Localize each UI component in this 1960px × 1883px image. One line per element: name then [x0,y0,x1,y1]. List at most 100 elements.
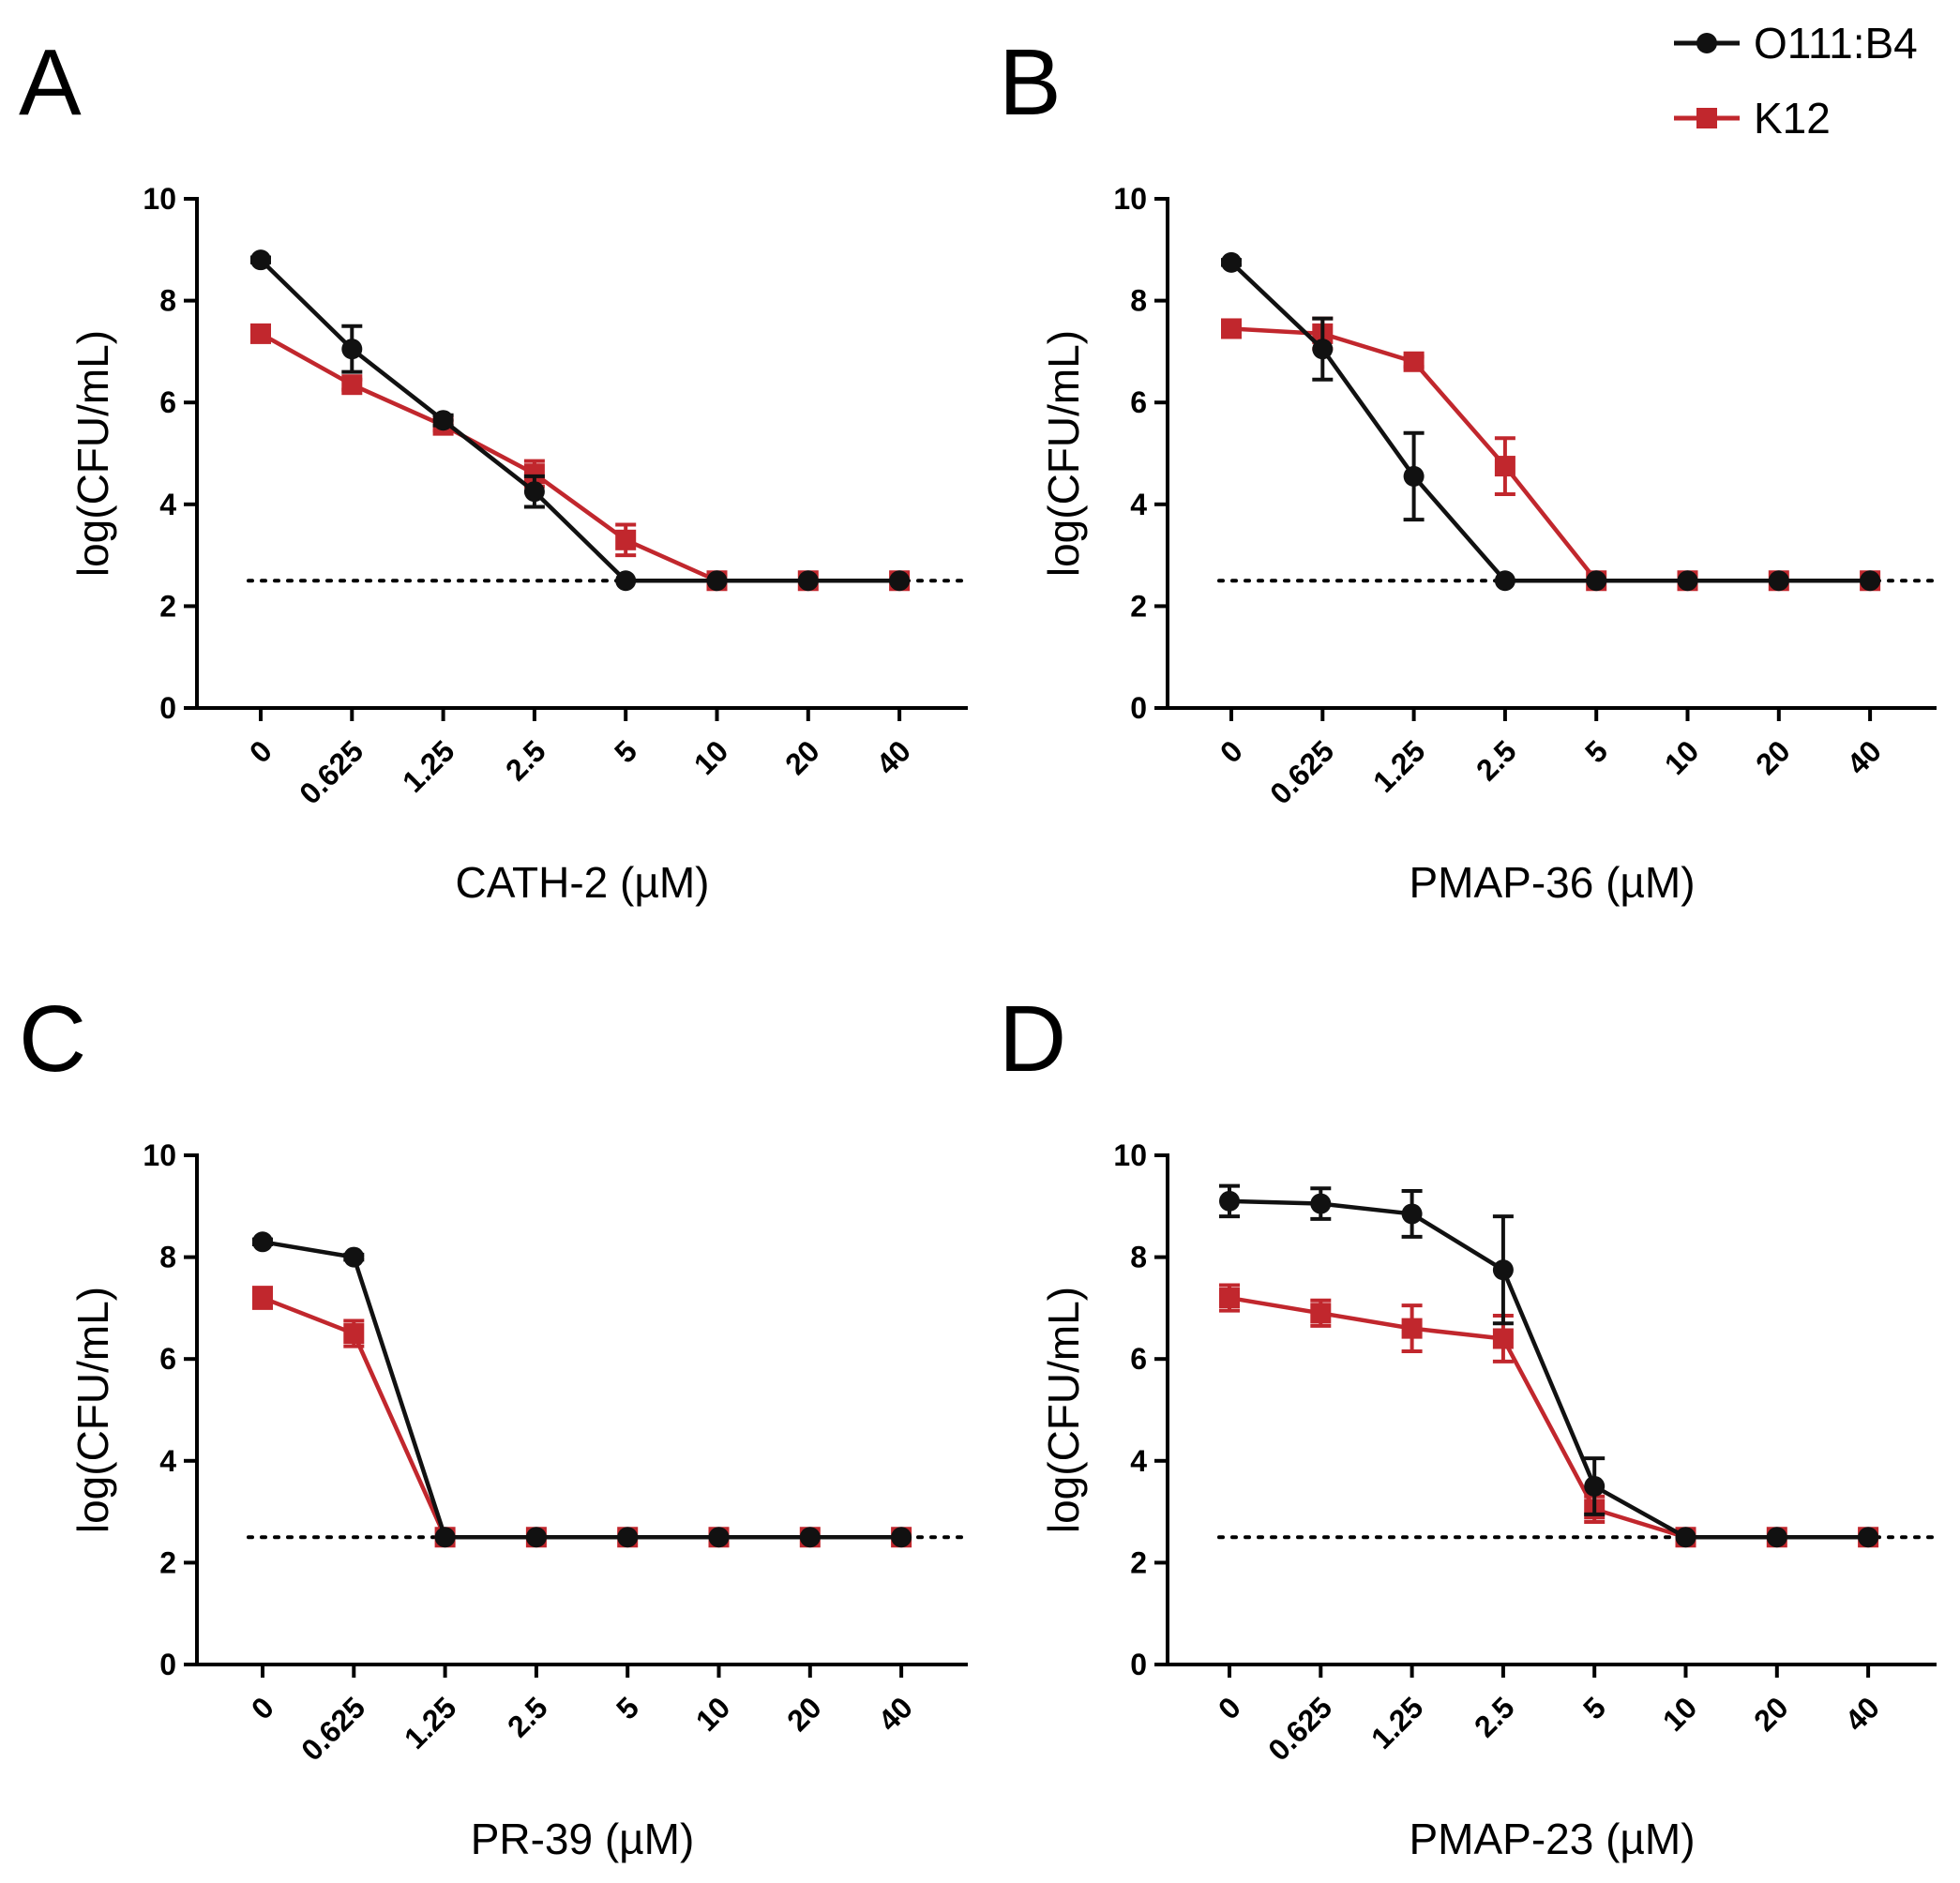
legend-marker-o111b4 [1696,33,1717,53]
y-tick-label: 6 [1130,385,1147,419]
series-line-o111b4 [1229,1198,1869,1540]
x-tick-label: 0.625 [1263,733,1340,810]
series-line-o111b4 [1229,261,1871,583]
x-tick-label: 1.25 [1366,733,1431,798]
data-point [341,339,363,360]
data-point [615,570,637,592]
x-tick-label: 0 [245,1690,280,1725]
data-point [434,1527,456,1548]
data-point [1401,1318,1423,1339]
panel-letter: A [19,30,82,135]
data-point [1492,1328,1514,1349]
panel-c: C 0 2 4 6 8 10 0 0.625 1.25 2.5 5 10 20 40 PR-39 (µM) lo… [19,987,968,1863]
y-axis-title: log(CFU/mL) [1039,330,1088,577]
y-tick-label: 8 [159,284,176,318]
series-line-o111b4 [259,258,900,583]
data-point [1310,1303,1332,1324]
data-point [706,570,728,592]
y-tick-label: 0 [1130,1648,1147,1681]
series-line-k12 [1229,1295,1869,1540]
x-tick-label: 0 [1212,1690,1247,1725]
data-point [1586,570,1607,592]
x-tick-label: 0 [243,733,279,769]
data-point [432,410,454,431]
y-tick-label: 0 [159,691,176,725]
data-point [1403,351,1425,372]
y-tick-label: 6 [1130,1342,1147,1376]
data-point [343,1323,365,1345]
data-point [1584,1475,1606,1497]
data-point [615,529,637,550]
data-point [1221,318,1242,339]
data-point [252,1288,273,1309]
y-tick-label: 2 [159,589,176,623]
x-axis-title: PR-39 (µM) [471,1815,695,1863]
data-point [523,481,545,503]
data-point [343,1246,365,1268]
legend-label-o111b4: O111:B4 [1754,19,1918,68]
x-tick-label: 20 [778,733,826,781]
y-tick-label: 4 [1130,488,1147,521]
data-point [891,1527,912,1548]
y-tick-label: 10 [143,182,176,216]
series-o111b4 [1219,1183,1879,1548]
data-point [250,323,271,344]
x-tick-label: 40 [1840,733,1888,781]
y-tick-label: 0 [159,1648,176,1681]
data-point [1494,570,1515,592]
data-point [708,1527,730,1548]
data-point [1858,1527,1879,1548]
series-k12 [1219,1283,1879,1548]
data-point [1768,570,1789,592]
panel-letter: D [999,987,1066,1092]
y-tick-label: 6 [159,385,176,419]
data-point [799,1527,821,1548]
y-tick-label: 10 [1113,1138,1147,1172]
panel-a: A 0 2 4 6 8 10 0 0.625 1.25 2.5 5 10 20 40 CATH-2 (µM) l… [19,30,968,907]
series-line-o111b4 [262,1240,902,1540]
data-point [1310,1193,1332,1214]
legend-marker-k12 [1696,108,1717,128]
x-tick-label: 2.5 [499,733,552,787]
panel-d: D 0 2 4 6 8 10 0 0.625 1.25 2.5 5 10 20 40 PMAP-23 (µM)… [999,987,1937,1863]
data-point [1492,1259,1514,1281]
x-tick-label: 10 [687,733,735,781]
x-tick-label: 40 [1838,1690,1886,1738]
y-tick-label: 2 [159,1545,176,1579]
data-point [252,1231,273,1253]
x-axis-title: CATH-2 (µM) [456,858,710,907]
data-point [525,1527,547,1548]
data-point [1860,570,1881,592]
series-o111b4 [250,249,911,592]
x-tick-label: 20 [1749,733,1797,781]
x-tick-label: 0 [1214,733,1249,769]
y-tick-label: 4 [1130,1444,1147,1478]
series-line-k12 [1230,326,1871,583]
y-tick-label: 4 [159,1444,176,1478]
x-tick-label: 20 [1747,1690,1795,1738]
y-tick-label: 10 [143,1138,176,1172]
y-tick-label: 4 [159,488,176,521]
series-k12 [252,1286,912,1548]
data-point [617,1527,639,1548]
x-tick-label: 10 [1656,1690,1704,1738]
x-tick-label: 1.25 [396,733,460,798]
x-tick-label: 2.5 [1468,1690,1521,1743]
panel-b: B 0 2 4 6 8 10 0 0.625 1.25 2.5 5 10 20 40 PMAP-36 (µM)… [999,30,1937,907]
series-k12 [1221,316,1881,592]
data-point [1675,1527,1696,1548]
x-tick-label: 0.625 [293,733,369,810]
data-point [1219,1288,1240,1309]
data-point [1221,251,1242,273]
data-point [1494,456,1515,477]
x-tick-label: 1.25 [1364,1690,1429,1755]
data-point [797,570,819,592]
data-point [1677,570,1698,592]
data-point [889,570,911,592]
series-o111b4 [252,1231,912,1548]
data-point [1312,339,1334,360]
data-point [250,249,271,271]
data-point [341,374,363,396]
x-axis-title: PMAP-23 (µM) [1409,1815,1695,1863]
